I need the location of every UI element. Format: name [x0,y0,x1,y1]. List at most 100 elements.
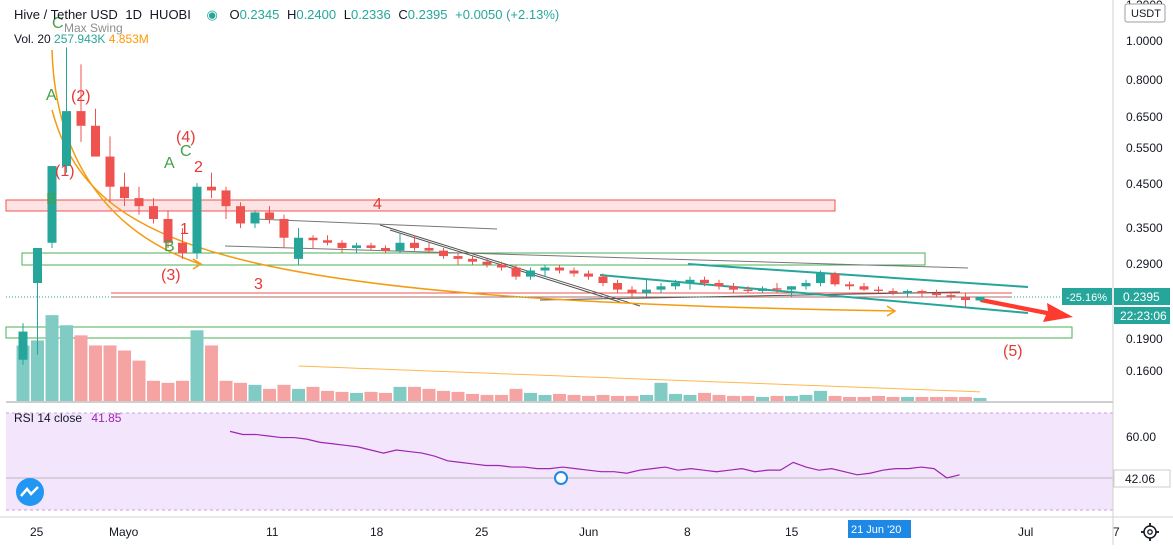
candle-body[interactable] [569,270,579,274]
candle-body[interactable] [105,156,115,187]
candle-body[interactable] [845,284,854,287]
candle-body[interactable] [714,283,724,287]
candle-body[interactable] [932,293,941,296]
price-axis[interactable]: 1.2000 1.0000 0.8000 0.6500 0.5500 0.450… [1126,0,1163,444]
candle-body[interactable] [729,286,738,290]
wave-labels: (1) (2) (3) (4) (5) A B C A B C 1 2 3 4 [46,15,1023,360]
candle-body[interactable] [76,111,86,126]
candle-body[interactable] [120,186,129,199]
trendline-grey-2[interactable] [224,245,969,269]
candle-body[interactable] [91,125,100,157]
candle-body[interactable] [250,212,260,224]
candle-body[interactable] [859,286,869,290]
candle-body[interactable] [352,245,361,248]
volume-bar [335,391,349,401]
candle-body[interactable] [656,286,666,290]
rsi-legend[interactable]: RSI 14 close 41.85 [14,411,121,425]
symbol-legend[interactable]: Hive / Tether USD 1D HUOBI ◉ O0.2345 H0.… [14,7,563,23]
candle-body[interactable] [439,250,448,257]
candle-body[interactable] [18,331,28,360]
candle-body[interactable] [366,245,376,248]
symbol-title: Hive / Tether USD [14,7,118,22]
candle-body[interactable] [903,290,912,294]
wave-label: 3 [254,276,263,293]
volume-bar [959,396,972,401]
volume-bar [350,392,363,401]
candle-body[interactable] [395,242,405,251]
candle-body[interactable] [192,186,202,254]
gear-icon[interactable] [1141,523,1159,541]
candle-body[interactable] [337,242,347,248]
high-label: H [286,7,297,22]
wave-label: C [180,143,192,160]
candle-body[interactable] [801,283,811,287]
candle-body[interactable] [917,290,927,294]
volume-bar [422,388,436,401]
candle-body[interactable] [453,256,463,259]
time-cursor-box [848,520,911,538]
currency-box[interactable] [1124,3,1166,23]
candle-body[interactable] [236,206,245,224]
candle-body[interactable] [685,279,695,284]
countdown-box [1114,307,1170,324]
candle-body[interactable] [555,267,564,271]
support-zone-lower[interactable] [5,326,1073,339]
volume-bar [248,384,262,401]
candle-body[interactable] [816,273,825,284]
candle-body[interactable] [294,237,303,259]
candle-body[interactable] [627,289,637,294]
candle-body[interactable] [221,190,231,207]
candle-body[interactable] [526,270,535,277]
candle-body[interactable] [468,258,477,262]
rsi-cursor-dot[interactable] [554,471,568,485]
resistance-zone-4[interactable] [5,199,836,212]
candle-body[interactable] [149,206,158,219]
candle-body[interactable] [497,264,506,268]
channel-line-top[interactable] [687,263,1029,288]
candle-body[interactable] [888,290,898,294]
candle-body[interactable] [381,247,390,251]
candle-body[interactable] [598,276,608,284]
candle-body[interactable] [47,166,57,243]
candle-body[interactable] [830,273,840,285]
candle-body[interactable] [642,289,651,294]
volume-legend[interactable]: Vol. 20 257.943K 4.853M [14,32,149,46]
candle-body[interactable] [700,279,709,284]
candle-body[interactable] [975,296,985,301]
candle-body[interactable] [613,283,622,290]
candle-body[interactable] [482,261,492,265]
candle-body[interactable] [308,237,318,241]
candle-body[interactable] [265,212,274,219]
candle-body[interactable] [671,283,680,287]
volume-bar [843,396,856,401]
candle-body[interactable] [946,295,956,297]
candle-body[interactable] [62,111,71,167]
orange-curve-5[interactable] [51,109,896,312]
candle-body[interactable] [743,289,753,291]
channel-line-bottom[interactable] [599,274,1029,314]
candle-body[interactable] [410,242,419,248]
candle-body[interactable] [33,247,42,284]
candle-body[interactable] [584,273,593,277]
indicator-label[interactable]: Max Swing [64,21,123,35]
candle-body[interactable] [772,288,782,290]
trendline-grey-5[interactable] [539,291,961,301]
candle-body[interactable] [874,289,883,291]
candle-body[interactable] [961,296,970,301]
candle-body[interactable] [323,240,332,243]
candle-body[interactable] [279,218,289,238]
candle-body[interactable] [178,242,187,254]
candle-body[interactable] [134,198,144,207]
candle-body[interactable] [511,267,521,277]
red-projection-arrow[interactable] [980,298,1073,322]
candle-body[interactable] [207,186,216,191]
trendline-grey-3[interactable] [379,224,641,307]
candle-body[interactable] [540,267,550,271]
candle-body[interactable] [758,288,767,291]
trendline-grey-1[interactable] [254,218,498,230]
candle-body[interactable] [163,218,173,243]
candle-body[interactable] [424,247,434,251]
candle-body[interactable] [787,286,796,290]
